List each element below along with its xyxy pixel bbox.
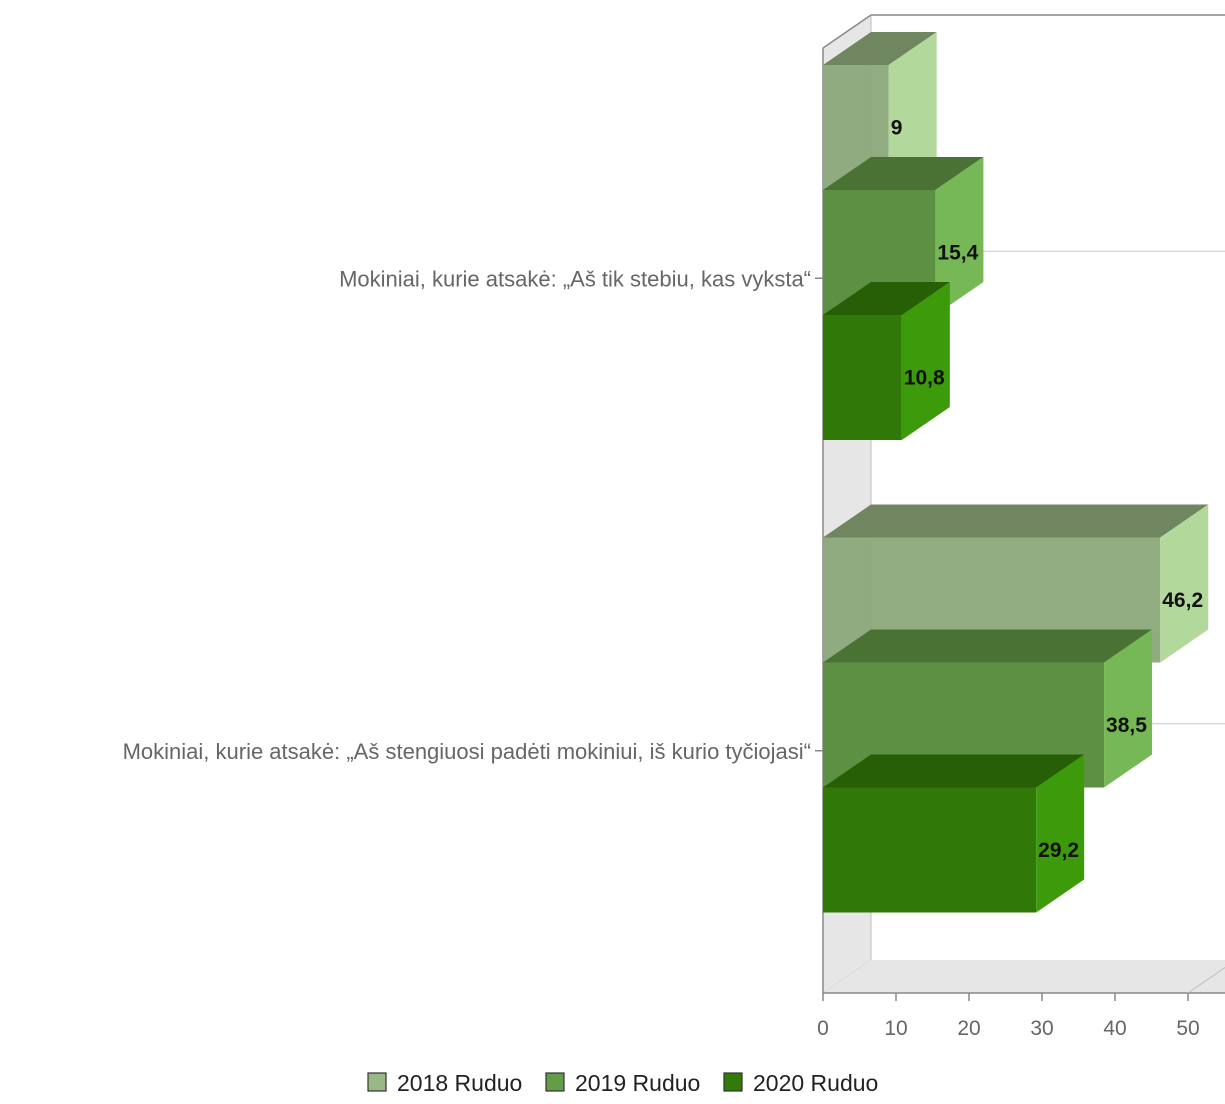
bar-front (823, 787, 1037, 913)
bar-value-label: 46,2 (1162, 589, 1203, 612)
x-tick-label: 20 (957, 1017, 980, 1040)
category-label: Mokiniai, kurie atsakė: „Aš tik stebiu, … (339, 266, 811, 291)
bar-side (888, 32, 937, 190)
legend-swatch (723, 1072, 743, 1092)
bar-value-label: 15,4 (937, 242, 978, 265)
bar-top (823, 157, 984, 190)
bar-value-label: 38,5 (1106, 714, 1147, 737)
chart-legend: 2018 Ruduo 2019 Ruduo 2020 Ruduo (367, 1070, 878, 1096)
legend-swatch (545, 1072, 565, 1092)
bar-side (1036, 754, 1085, 913)
chart-bars (823, 32, 1209, 913)
x-tick-label: 10 (884, 1017, 907, 1040)
x-tick-label: 0 (817, 1017, 829, 1040)
bar-value-label: 9 (891, 117, 903, 140)
x-tick-label: 50 (1176, 1017, 1199, 1040)
bar-value-label: 29,2 (1038, 839, 1079, 862)
bar-side (1104, 629, 1153, 788)
legend-label: 2018 Ruduo (397, 1070, 522, 1096)
bar-value-label: 10,8 (904, 367, 945, 390)
bar-top (823, 32, 937, 65)
bar-top (823, 282, 950, 315)
chart-category-labels: Mokiniai, kurie atsakė: „Aš tik stebiu, … (123, 266, 823, 764)
bar-top (823, 504, 1209, 538)
bar-side (935, 157, 984, 315)
x-tick-label: 40 (1103, 1017, 1126, 1040)
chart-value-labels: 9 46,2 15,4 38,5 10,8 29,2 (891, 117, 1203, 863)
legend-swatch (367, 1072, 387, 1092)
legend-label: 2019 Ruduo (575, 1070, 700, 1096)
x-tick-label: 30 (1030, 1017, 1053, 1040)
chart-top-depth-edge (822, 14, 872, 49)
bar-side (901, 282, 950, 440)
category-label: Mokiniai, kurie atsakė: „Aš stengiuosi p… (123, 739, 811, 764)
chart-floor-right-edge (1187, 966, 1225, 994)
bar-front (823, 315, 902, 440)
x-axis: 0 10 20 30 40 50 (817, 993, 1200, 1040)
bar-top (823, 629, 1153, 663)
chart-floor (823, 960, 1225, 993)
bar-top (823, 754, 1085, 788)
bar-side (1160, 504, 1209, 663)
legend-label: 2020 Ruduo (753, 1070, 878, 1096)
